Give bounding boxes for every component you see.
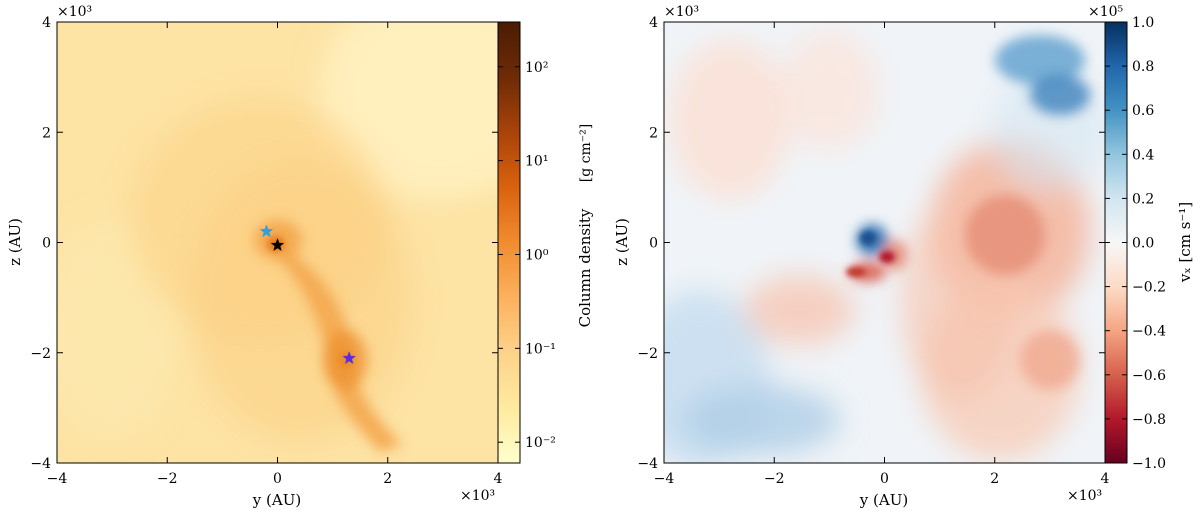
density-x-axis-label: y (AU) (252, 491, 301, 509)
density-y-tick-label: 0 (42, 236, 51, 252)
velocity-colorbar-tick-label: 0.0 (1132, 236, 1154, 252)
velocity-colorbar-tick-label: −0.2 (1132, 280, 1166, 296)
velocity-x-tick-label: 4 (1101, 471, 1110, 487)
density-x-tick-label: −4 (47, 471, 68, 487)
density-x-tick-label: 0 (273, 471, 282, 487)
velocity-x-tick-label: −4 (654, 471, 675, 487)
velocity-colorbar-tick-label: 1.0 (1132, 15, 1154, 31)
density-colorbar-tick-label: 10⁰ (525, 247, 549, 263)
density-x-multiplier: ×10³ (460, 488, 495, 504)
velocity-y-axis-label: z (AU) (613, 218, 631, 266)
velocity-y-multiplier: ×10³ (664, 4, 699, 20)
density-y-tick-label: 4 (42, 15, 51, 31)
density-colorbar-tick-label: 10⁻¹ (525, 341, 556, 357)
velocity-x-multiplier: ×10³ (1067, 488, 1102, 504)
density-y-multiplier: ×10³ (57, 4, 92, 20)
density-x-tick-label: 2 (383, 471, 392, 487)
velocity-y-tick-label: −2 (637, 346, 658, 362)
density-colorbar-tick-label: 10¹ (525, 154, 548, 170)
velocity-colorbar-tick-label: −0.6 (1132, 368, 1166, 384)
velocity-colorbar-tick-label: −0.4 (1132, 324, 1166, 340)
density-x-tick-label: −2 (157, 471, 178, 487)
velocity-colorbar-tick-label: 0.4 (1132, 147, 1154, 163)
density-y-tick-label: −2 (30, 346, 51, 362)
density-y-tick-label: −4 (30, 456, 51, 472)
velocity-x-tick-label: 0 (880, 471, 889, 487)
density-colorbar-tick-label: 10⁻² (525, 435, 556, 451)
density-y-tick-label: 2 (42, 125, 51, 141)
velocity-y-tick-label: 0 (649, 236, 658, 252)
density-x-tick-label: 4 (494, 471, 503, 487)
density-colorbar (497, 21, 521, 464)
velocity-colorbar-multiplier: ×10⁵ (1088, 4, 1124, 20)
velocity-colorbar-tick-label: 0.8 (1132, 59, 1154, 75)
velocity-x-axis-label: y (AU) (859, 491, 908, 509)
density-colorbar-tick-label: 10² (525, 60, 548, 76)
star-marker (270, 238, 285, 252)
velocity-map (664, 22, 1105, 463)
star-marker (259, 224, 274, 238)
velocity-colorbar-tick-label: 0.6 (1132, 103, 1154, 119)
density-colorbar-label: Column density (576, 208, 594, 327)
velocity-y-tick-label: 2 (649, 125, 658, 141)
velocity-colorbar-tick-label: −1.0 (1132, 456, 1166, 472)
velocity-y-tick-label: −4 (637, 456, 658, 472)
density-colorbar-units: [g cm⁻²] (578, 124, 594, 182)
velocity-colorbar-label: vₓ [cm s⁻¹] (1176, 202, 1194, 283)
velocity-colorbar-tick-label: −0.8 (1132, 412, 1166, 428)
velocity-y-tick-label: 4 (649, 15, 658, 31)
velocity-x-tick-label: 2 (990, 471, 999, 487)
velocity-x-tick-label: −2 (764, 471, 785, 487)
density-y-axis-label: z (AU) (6, 218, 24, 266)
velocity-colorbar-tick-label: 0.2 (1132, 191, 1154, 207)
star-marker (342, 351, 357, 365)
density-map (57, 22, 498, 463)
